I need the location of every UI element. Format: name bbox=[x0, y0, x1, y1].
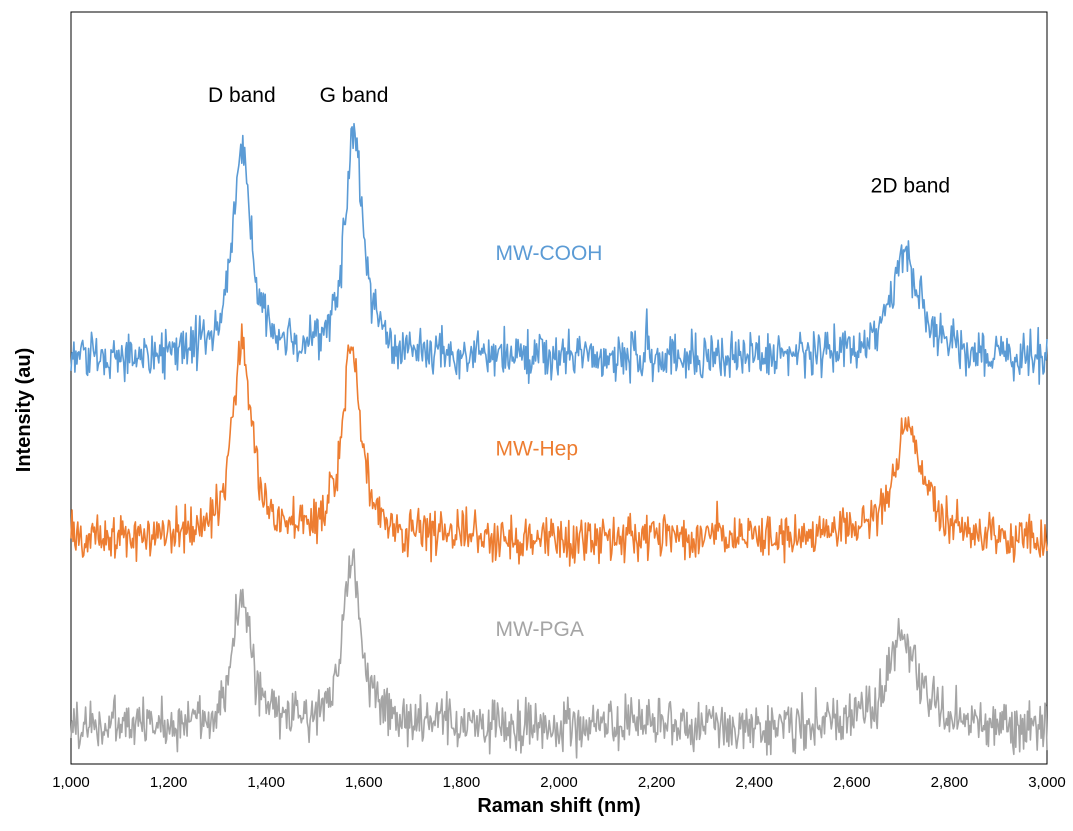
x-tick-label-1000: 1,000 bbox=[52, 774, 90, 791]
series-line-mw-pga bbox=[70, 548, 1048, 759]
annotation-2d-band: 2D band bbox=[871, 174, 950, 197]
series-label-mw-hep: MW-Hep bbox=[496, 438, 578, 461]
series-labels: MW-COOH MW-Hep MW-PGA bbox=[496, 242, 603, 641]
x-tick-label-1600: 1,600 bbox=[345, 774, 383, 791]
x-axis-ticks: 1,000 1,200 1,400 1,600 1,800 2,000 2,200 2,400… bbox=[52, 774, 1066, 791]
x-tick-label-2000: 2,000 bbox=[540, 774, 578, 791]
x-tick-label-1400: 1,400 bbox=[247, 774, 285, 791]
y-axis-title: Intensity (au) bbox=[13, 348, 35, 472]
x-tick-label-2400: 2,400 bbox=[735, 774, 773, 791]
x-tick-label-1200: 1,200 bbox=[150, 774, 188, 791]
x-tick-label-1800: 1,800 bbox=[443, 774, 481, 791]
series-line-mw-hep bbox=[70, 323, 1048, 567]
x-tick-label-2800: 2,800 bbox=[931, 774, 969, 791]
x-axis-title: Raman shift (nm) bbox=[477, 795, 640, 817]
x-tick-label-2200: 2,200 bbox=[638, 774, 676, 791]
x-tick-label-3000: 3,000 bbox=[1028, 774, 1066, 791]
series-line-mw-cooh bbox=[70, 122, 1048, 385]
annotation-d-band: D band bbox=[208, 84, 276, 107]
series-label-mw-pga: MW-PGA bbox=[496, 618, 584, 641]
annotations: D band G band 2D band bbox=[208, 84, 950, 197]
plot-area bbox=[70, 11, 1048, 765]
series-label-mw-cooh: MW-COOH bbox=[496, 242, 603, 265]
annotation-g-band: G band bbox=[320, 84, 389, 107]
x-tick-label-2600: 2,600 bbox=[833, 774, 871, 791]
series-layer bbox=[70, 122, 1048, 759]
